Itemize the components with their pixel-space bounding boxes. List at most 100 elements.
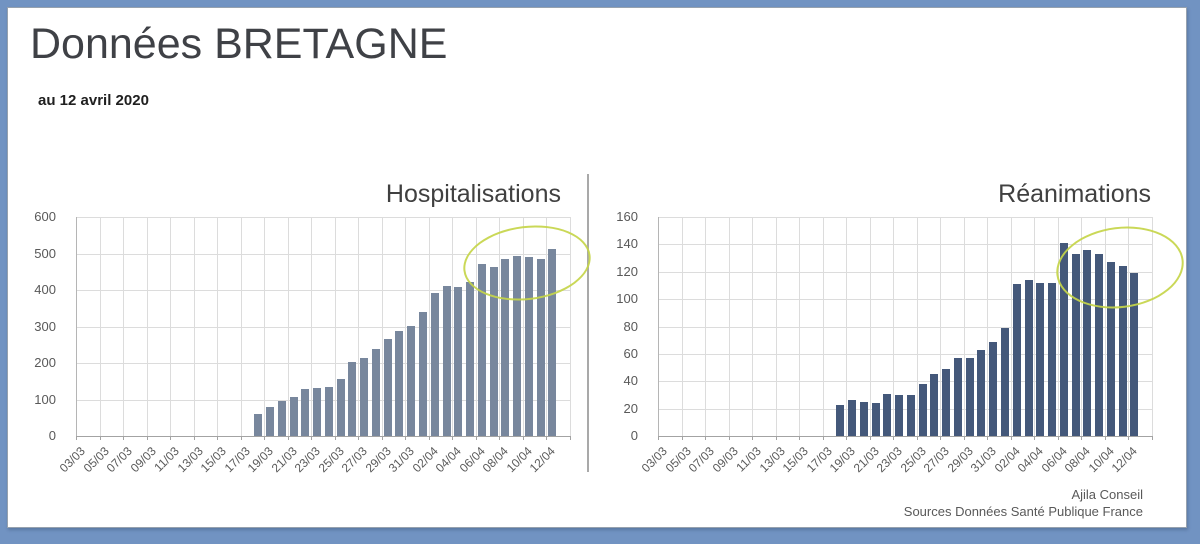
axis-tick bbox=[940, 436, 942, 440]
gridline bbox=[1010, 217, 1012, 436]
bar-09-04 bbox=[1095, 253, 1104, 436]
bar-04-04 bbox=[1036, 282, 1045, 436]
axis-tick bbox=[76, 436, 77, 440]
axis-tick bbox=[1128, 436, 1130, 440]
gridline bbox=[658, 244, 1152, 246]
gridline bbox=[475, 217, 477, 436]
bar-29-03 bbox=[965, 357, 974, 436]
axis-tick bbox=[570, 436, 571, 440]
axis-tick bbox=[916, 436, 918, 440]
y-tick-label: 100 bbox=[34, 391, 56, 407]
gridline bbox=[658, 271, 1152, 273]
bar-09-04 bbox=[513, 255, 522, 436]
y-axis-line bbox=[76, 217, 77, 436]
axis-tick bbox=[499, 436, 501, 440]
y-tick-label: 40 bbox=[623, 373, 638, 389]
bar-03-04 bbox=[442, 285, 451, 436]
gridline bbox=[522, 217, 524, 436]
bar-25-03 bbox=[918, 383, 927, 436]
axis-tick bbox=[728, 436, 730, 440]
bar-23-03 bbox=[895, 394, 904, 436]
bar-18-03 bbox=[836, 404, 845, 436]
gridline bbox=[499, 217, 501, 436]
bar-20-03 bbox=[277, 401, 286, 436]
y-tick-label: 200 bbox=[34, 355, 56, 370]
bar-10-04 bbox=[524, 257, 533, 436]
chart-title-reanimations: Réanimations bbox=[998, 180, 1151, 208]
gridline bbox=[76, 290, 570, 291]
bar-08-04 bbox=[501, 258, 510, 436]
slide-panel bbox=[7, 7, 1187, 528]
bar-23-03 bbox=[313, 388, 322, 436]
bar-27-03 bbox=[942, 368, 951, 436]
axis-tick bbox=[1057, 436, 1059, 440]
bar-29-03 bbox=[383, 338, 392, 436]
gridline bbox=[264, 217, 266, 436]
axis-tick bbox=[1104, 436, 1106, 440]
gridline bbox=[334, 217, 336, 436]
axis-tick bbox=[681, 436, 683, 440]
gridline bbox=[658, 217, 1152, 218]
axis-tick bbox=[475, 436, 477, 440]
gridline bbox=[405, 217, 407, 436]
gridline bbox=[728, 217, 730, 436]
gridline bbox=[123, 217, 125, 436]
bar-11-04 bbox=[1118, 266, 1127, 436]
y-tick-label: 80 bbox=[623, 318, 638, 334]
bar-26-03 bbox=[930, 374, 939, 436]
axis-tick bbox=[963, 436, 965, 440]
axis-tick bbox=[264, 436, 266, 440]
y-tick-label: 120 bbox=[616, 263, 638, 279]
axis-tick bbox=[358, 436, 360, 440]
gridline bbox=[146, 217, 148, 436]
gridline bbox=[940, 217, 942, 436]
bar-05-04 bbox=[1048, 282, 1057, 436]
axis-tick bbox=[123, 436, 125, 440]
gridline bbox=[822, 217, 824, 436]
axis-tick bbox=[170, 436, 172, 440]
bar-08-04 bbox=[1083, 249, 1092, 436]
axis-tick bbox=[799, 436, 801, 440]
footer: Ajila Conseil Sources Données Santé Publ… bbox=[904, 486, 1143, 520]
gridline bbox=[546, 217, 548, 436]
footer-credit: Ajila Conseil bbox=[1071, 487, 1143, 502]
axis-tick bbox=[522, 436, 524, 440]
bar-24-03 bbox=[324, 386, 333, 436]
axis-tick bbox=[822, 436, 824, 440]
bar-24-03 bbox=[906, 394, 915, 436]
bar-21-03 bbox=[289, 396, 298, 436]
bar-19-03 bbox=[266, 407, 275, 436]
y-tick-label: 100 bbox=[616, 291, 638, 307]
gridline bbox=[869, 217, 871, 436]
gridline bbox=[846, 217, 848, 436]
gridline bbox=[1104, 217, 1106, 436]
axis-tick bbox=[893, 436, 895, 440]
bar-11-04 bbox=[536, 258, 545, 436]
bar-07-04 bbox=[489, 267, 498, 436]
bar-22-03 bbox=[883, 393, 892, 436]
bar-21-03 bbox=[871, 403, 880, 436]
gridline bbox=[76, 326, 570, 328]
axis-tick bbox=[240, 436, 242, 440]
page-subtitle: au 12 avril 2020 bbox=[38, 92, 149, 109]
gridline bbox=[76, 363, 570, 364]
bar-22-03 bbox=[301, 388, 310, 436]
bar-12-04 bbox=[548, 249, 557, 436]
axis-tick bbox=[752, 436, 754, 440]
y-tick-label: 0 bbox=[630, 428, 638, 443]
axis-tick bbox=[311, 436, 313, 440]
gridline bbox=[452, 217, 454, 436]
gridline bbox=[99, 217, 101, 436]
axis-tick bbox=[334, 436, 336, 440]
gridline bbox=[799, 217, 801, 436]
axis-tick bbox=[705, 436, 707, 440]
bar-06-04 bbox=[477, 264, 486, 436]
bar-10-04 bbox=[1106, 262, 1115, 436]
axis-tick bbox=[1034, 436, 1036, 440]
gridline bbox=[570, 217, 571, 436]
axis-tick bbox=[1010, 436, 1012, 440]
gridline bbox=[658, 408, 1152, 410]
